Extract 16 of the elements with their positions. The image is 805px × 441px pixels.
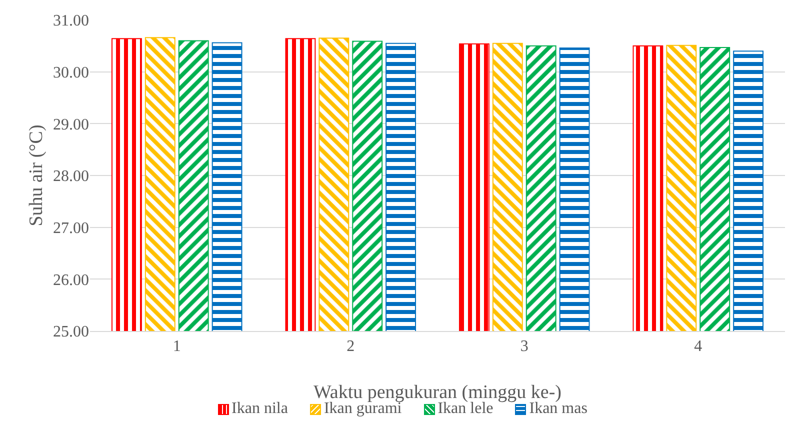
y-axis-title: Suhu air (°C) [26, 124, 47, 226]
x-tick-label: 1 [172, 338, 181, 356]
y-tick-label: 30.00 [53, 64, 89, 82]
y-tick-label: 29.00 [53, 116, 89, 134]
y-tick-label: 28.00 [53, 168, 89, 186]
x-tick-label: 2 [346, 338, 355, 356]
legend-label: Ikan mas [529, 400, 588, 418]
y-tick-label: 26.00 [53, 272, 89, 289]
legend-label: Ikan nila [232, 400, 288, 418]
x-tick-label: 4 [694, 338, 702, 356]
y-tick-label: 27.00 [53, 220, 89, 237]
x-tick-label: 3 [520, 338, 528, 356]
y-tick-label: 31.00 [53, 12, 89, 30]
legend-label: Ikan lele [438, 400, 494, 418]
x-axis-title: Waktu pengukuran (minggu ke-) [313, 382, 562, 403]
y-tick-label: 25.00 [53, 324, 89, 341]
